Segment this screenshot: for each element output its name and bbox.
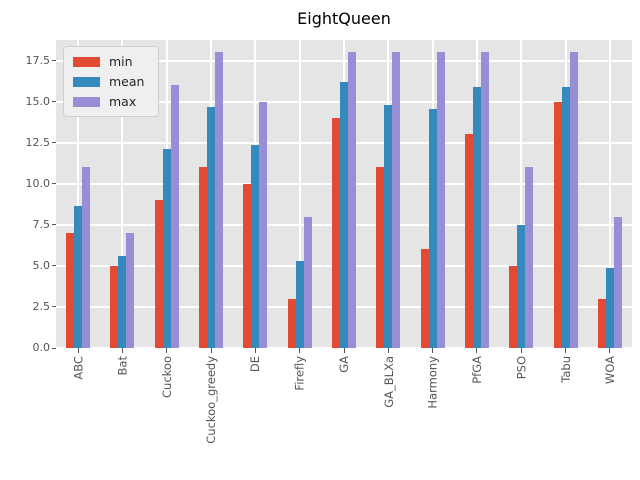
legend-item-min: min [73,54,144,69]
x-tick-label: DE [248,356,263,373]
bar-min-PSO [509,265,518,348]
bar-max-Firefly [303,216,312,348]
x-tick-mark-Tabu [565,348,567,353]
bar-mean-GA [340,81,348,348]
x-tick-label: Firefly [292,356,307,391]
bar-mean-Firefly [295,260,304,348]
y-tick-label: 2.5 [32,299,51,313]
legend-label-min: min [109,54,133,69]
x-tick-mark-Cuckoo_greedy [210,348,212,353]
x-tick-mark-Cuckoo [166,348,168,353]
bar-mean-Tabu [561,86,570,348]
bar-mean-Harmony [428,109,437,348]
bar-max-Tabu [569,52,578,348]
legend-swatch-min [73,56,100,67]
x-tick-label: GA [337,356,351,373]
legend-swatch-mean [73,76,100,87]
y-tick-mark-2.5 [52,306,56,308]
x-tick-label: Cuckoo_greedy [204,356,219,444]
x-tick-mark-Firefly [299,348,301,353]
x-tick-label: Bat [115,356,130,376]
y-tick-mark-0.0 [52,347,56,349]
legend-item-max: max [73,94,144,109]
bar-min-Firefly [287,298,296,348]
v-gridline-WOA [608,40,611,348]
y-tick-label: 17.5 [25,53,51,67]
y-tick-label: 10.0 [25,176,51,190]
legend-label-mean: mean [109,74,145,89]
x-tick-label: Harmony [425,356,440,409]
y-tick-label: 5.0 [32,258,51,272]
x-tick-mark-Bat [121,348,123,353]
x-tick-mark-WOA [609,348,611,353]
x-tick-mark-PSO [520,348,522,353]
y-tick-label: 15.0 [25,94,51,108]
bar-max-PSO [525,167,534,348]
bar-min-Harmony [420,249,429,348]
bar-max-DE [259,101,268,348]
legend: min mean max [63,46,160,117]
x-tick-label: ABC [71,356,86,380]
bar-min-Bat [110,265,119,348]
bar-mean-DE [251,145,260,348]
y-tick-mark-12.5 [52,142,56,144]
bar-mean-Cuckoo [162,149,171,348]
bar-min-ABC [66,233,75,348]
bar-min-GA [332,118,340,348]
bar-max-GA_BLXa [392,52,401,348]
bar-max-PfGA [480,52,489,348]
bar-max-Bat [126,233,135,348]
chart-title: EightQueen [297,9,391,28]
x-tick-mark-DE [254,348,256,353]
bar-min-WOA [597,298,606,348]
bar-mean-GA_BLXa [384,104,393,348]
y-tick-mark-7.5 [52,224,56,226]
bar-min-Cuckoo [154,200,163,348]
bar-max-GA [348,52,356,348]
y-tick-mark-15.0 [52,101,56,103]
plot-area: min mean max [56,40,632,349]
legend-label-max: max [109,94,137,109]
bar-min-Cuckoo_greedy [199,167,208,348]
bar-max-Cuckoo [170,85,179,348]
v-gridline-Firefly [298,40,301,348]
y-tick-label: 12.5 [25,135,51,149]
y-tick-mark-10.0 [52,183,56,185]
x-tick-mark-PfGA [476,348,478,353]
bar-min-PfGA [464,134,473,348]
v-gridline-ABC [77,40,80,348]
x-tick-label: PSO [514,356,529,380]
bar-max-Harmony [436,52,445,348]
x-tick-label: Cuckoo [159,356,174,398]
y-tick-label: 0.0 [32,341,51,354]
bar-max-WOA [613,216,622,348]
x-tick-label: PfGA [469,356,484,384]
x-tick-mark-GA_BLXa [387,348,389,353]
bar-mean-ABC [74,205,83,348]
x-tick-label: Tabu [558,356,573,383]
y-tick-mark-17.5 [52,60,56,62]
bar-min-GA_BLXa [376,167,385,348]
y-tick-mark-5.0 [52,265,56,267]
x-tick-mark-GA [343,348,345,353]
y-tick-label: 7.5 [32,217,51,231]
legend-swatch-max [73,96,100,107]
bar-mean-PSO [517,224,526,348]
bar-max-Cuckoo_greedy [215,52,224,348]
x-tick-mark-ABC [77,348,79,353]
bar-max-ABC [82,167,91,348]
bar-mean-PfGA [472,86,481,348]
bar-mean-WOA [605,268,614,348]
bar-mean-Bat [118,256,127,348]
x-tick-label: WOA [602,356,617,385]
v-gridline-Bat [121,40,124,348]
legend-item-mean: mean [73,74,144,89]
v-gridline-PSO [520,40,523,348]
bar-min-DE [243,183,252,348]
x-tick-mark-Harmony [432,348,434,353]
bar-mean-Cuckoo_greedy [207,106,216,348]
x-tick-label: GA_BLXa [381,356,396,408]
bar-min-Tabu [553,101,562,348]
